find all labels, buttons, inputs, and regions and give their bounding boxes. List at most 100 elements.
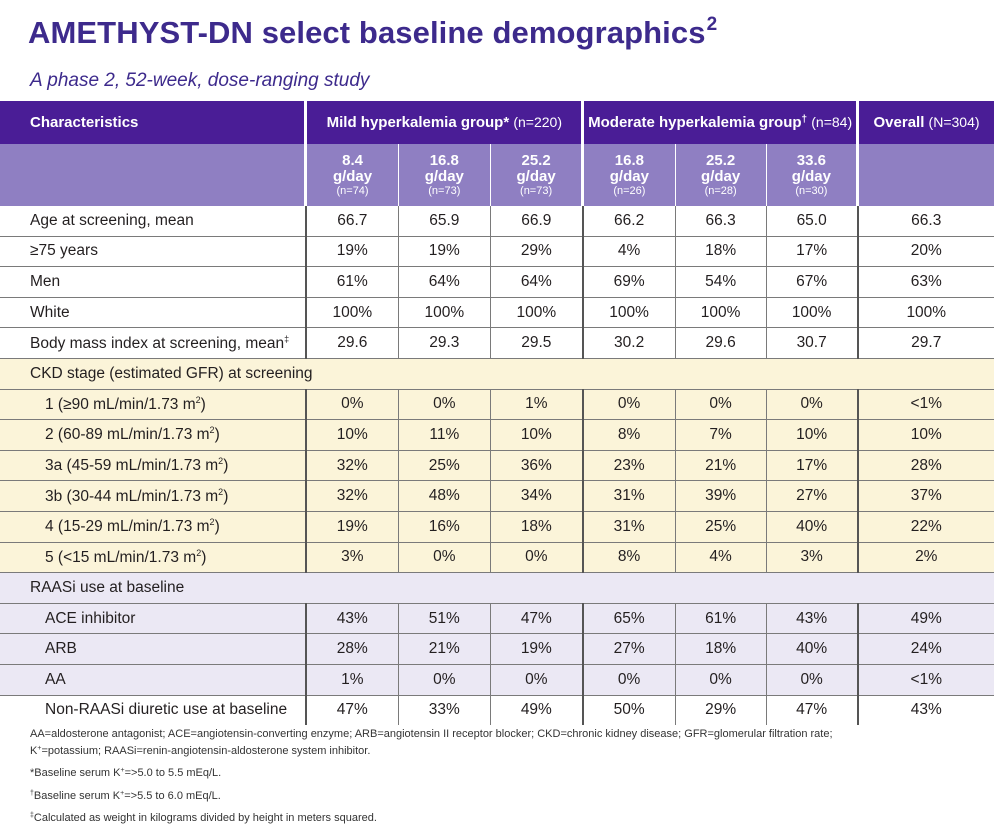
row-label: Body mass index at screening, mean‡ <box>0 327 307 359</box>
cell-value: 19% <box>398 236 491 268</box>
cell-value: 33% <box>398 695 491 726</box>
table-row: ARB 28% 21% 19% 27% 18% 40% 24% <box>0 633 994 665</box>
header-moderate-group: Moderate hyperkalemia group† (n=84) <box>582 101 860 144</box>
cell-value: 25% <box>675 511 767 543</box>
cell-value: 3% <box>766 542 859 574</box>
dose-n: (n=28) <box>704 184 737 197</box>
dose-value: 25.2 <box>706 151 736 169</box>
cell-value: 0% <box>490 664 584 696</box>
dose-header-blank <box>0 144 308 206</box>
cell-value: 40% <box>766 511 859 543</box>
section-label: CKD stage (estimated GFR) at screening <box>0 358 994 390</box>
cell-value: 25% <box>398 450 491 482</box>
cell-overall: 43% <box>910 701 942 719</box>
dose-value: 25.2 <box>521 151 551 169</box>
dose-n: (n=73) <box>428 184 461 197</box>
cell-value: 50% <box>582 695 676 726</box>
cell-value: 21% <box>675 450 767 482</box>
row-label: 2 (60-89 mL/min/1.73 m2) <box>0 419 307 451</box>
cell-value: 18% <box>490 511 584 543</box>
cell-value: 19% <box>490 633 584 665</box>
row-label: Non-RAASi diuretic use at baseline <box>0 695 307 726</box>
cell-value: 0% <box>305 389 399 421</box>
cell-value: 29% <box>490 236 584 268</box>
cell-value: 21% <box>398 633 491 665</box>
section-raasi: RAASi use at baseline <box>0 572 994 604</box>
table-row: Age at screening, mean 66.7 65.9 66.9 66.2 66… <box>0 206 994 237</box>
cell-value: 30.7 <box>766 327 859 359</box>
row-label: 1 (≥90 mL/min/1.73 m2) <box>0 389 307 421</box>
cell-value: 43% <box>305 603 399 635</box>
cell-value: 28% <box>305 633 399 665</box>
cell-value: 65.0 <box>766 206 859 237</box>
footnote-abbreviations: AA=aldosterone antagonist; ACE=angiotens… <box>30 728 833 740</box>
cell-value: 100% <box>398 297 491 329</box>
table-row: 3a (45-59 mL/min/1.73 m2) 32% 25% 36% 23% 21%… <box>0 450 994 482</box>
cell-overall: 37% <box>857 480 994 512</box>
dose-n: (n=74) <box>336 184 369 197</box>
cell-overall: 22% <box>857 511 994 543</box>
row-label: ≥75 years <box>0 236 307 268</box>
dose-header-4: 16.8 g/day (n=26) <box>582 144 676 206</box>
cell-value: 100% <box>305 297 399 329</box>
cell-value: 0% <box>490 542 584 574</box>
cell-value: 66.2 <box>582 206 676 237</box>
cell-value: 64% <box>398 266 491 298</box>
dose-value: 16.8 <box>429 151 459 169</box>
dose-value: 33.6 <box>796 151 826 169</box>
cell-value: 66.9 <box>490 206 584 237</box>
header-overall: Overall (N=304) <box>857 101 994 144</box>
cell-value: 47% <box>766 695 859 726</box>
cell-value: 54% <box>675 266 767 298</box>
table-row: AA 1% 0% 0% 0% 0% 0% <1% <box>0 664 994 696</box>
cell-value: 19% <box>305 236 399 268</box>
cell-value: 3% <box>305 542 399 574</box>
cell-overall: <1% <box>857 389 994 421</box>
cell-overall: 49% <box>857 603 994 635</box>
cell-value: 47% <box>305 695 399 726</box>
cell-value: 29.6 <box>675 327 767 359</box>
dose-n: (n=26) <box>613 184 646 197</box>
table-row: 5 (<15 mL/min/1.73 m2) 3% 0% 0% 8% 4% 3% 2% <box>0 542 994 574</box>
cell-value: 19% <box>305 511 399 543</box>
cell-overall: 66.3 <box>857 206 994 237</box>
cell-value: 100% <box>490 297 584 329</box>
table-row: 3b (30-44 mL/min/1.73 m2) 32% 48% 34% 31% 39%… <box>0 480 994 512</box>
cell-value: 31% <box>582 480 676 512</box>
cell-value: 31% <box>582 511 676 543</box>
header-characteristics: Characteristics <box>0 101 308 144</box>
cell-value: 8% <box>582 542 676 574</box>
cell-value: 100% <box>766 297 859 329</box>
cell-value: 1% <box>305 664 399 696</box>
dose-n: (n=73) <box>520 184 553 197</box>
table-row: 2 (60-89 mL/min/1.73 m2) 10% 11% 10% 8% 7% 10%… <box>0 419 994 451</box>
cell-value: 18% <box>675 236 767 268</box>
cell-value: 66.7 <box>305 206 399 237</box>
cell-value: 100% <box>582 297 676 329</box>
cell-value: 30.2 <box>582 327 676 359</box>
cell-value: 39% <box>675 480 767 512</box>
cell-value: 7% <box>675 419 767 451</box>
dose-header-3: 25.2 g/day (n=73) <box>490 144 585 206</box>
page-subtitle: A phase 2, 52-week, dose-ranging study <box>30 70 370 91</box>
row-label: Age at screening, mean <box>0 206 307 237</box>
cell-value: 0% <box>398 542 491 574</box>
cell-value: 48% <box>398 480 491 512</box>
cell-value: 66.3 <box>675 206 767 237</box>
cell-value: 10% <box>305 419 399 451</box>
cell-value: 29.5 <box>490 327 584 359</box>
table-row: White 100% 100% 100% 100% 100% 100% 100% <box>0 297 994 329</box>
cell-value: 23% <box>582 450 676 482</box>
row-label: AA <box>0 664 307 696</box>
dose-header-row: 8.4 g/day (n=74) 16.8 g/day (n=73) 25.2 g/day (n… <box>0 144 994 206</box>
dose-value: 8.4 <box>342 151 363 169</box>
cell-overall: 2% <box>857 542 994 574</box>
page-title: AMETHYST-DN select baseline demographics… <box>28 14 718 50</box>
footnote-bmi: ‡Calculated as weight in kilograms divid… <box>30 812 377 824</box>
row-label: White <box>0 297 307 329</box>
row-label: 5 (<15 mL/min/1.73 m2) <box>0 542 307 574</box>
footnote-abbreviations-cont: K+=potassium; RAASi=renin-angiotensin-al… <box>30 744 371 757</box>
dose-header-6: 33.6 g/day (n=30) <box>766 144 860 206</box>
cell-value: 47% <box>490 603 584 635</box>
cell-overall: 10% <box>857 419 994 451</box>
